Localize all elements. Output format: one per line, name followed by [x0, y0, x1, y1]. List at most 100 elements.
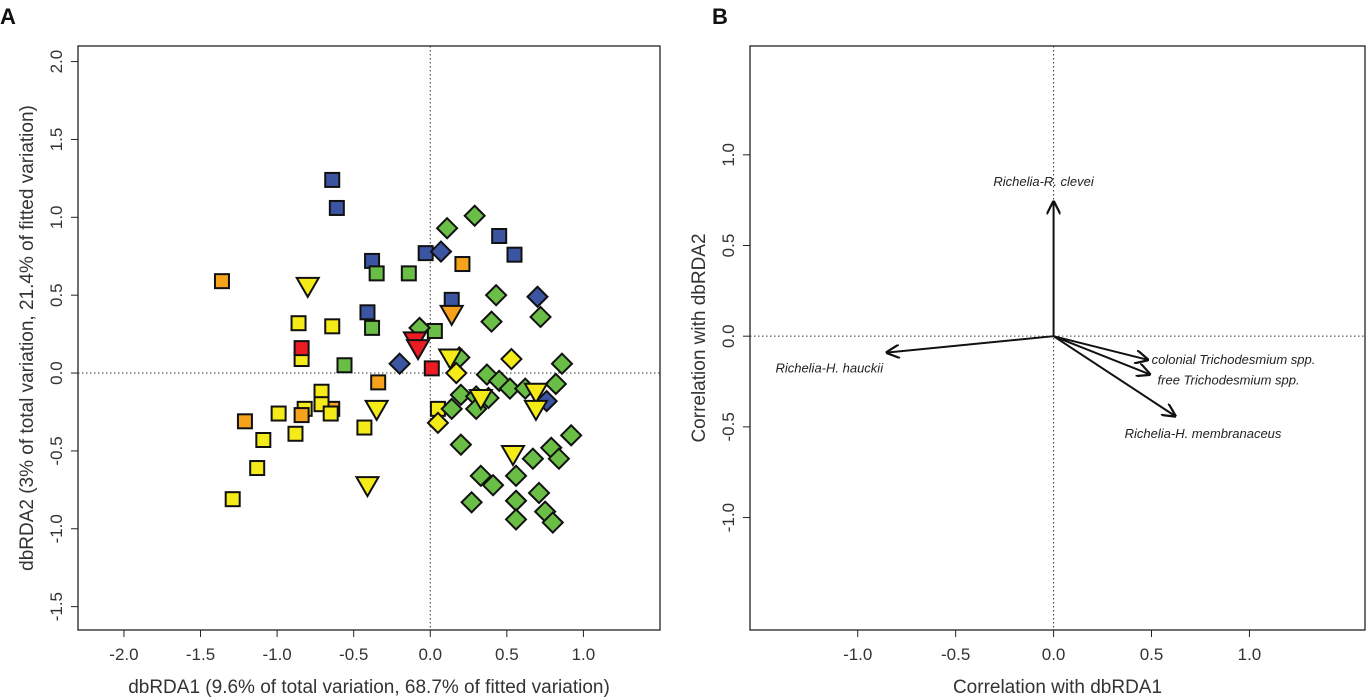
- point-diamond-green: [435, 216, 459, 240]
- point-diamond-green: [463, 204, 487, 228]
- y-tick-label: -0.5: [719, 412, 738, 441]
- x-tick-label: -1.0: [262, 645, 291, 664]
- point-diamond-green: [449, 433, 473, 457]
- point-triangle-yellow: [354, 476, 381, 499]
- point-square-green: [336, 357, 353, 374]
- y-tick-label: 0.0: [47, 361, 66, 385]
- point-square-orange: [293, 407, 310, 424]
- y-axis-label: Correlation with dbRDA2: [689, 233, 710, 442]
- point-diamond-green: [527, 481, 551, 505]
- point-square-yellow: [356, 419, 373, 436]
- y-tick-label: 1.0: [719, 143, 738, 167]
- panel-a: -2.0 -1.5 -1.0 -0.5 0.0 0.5 1.0 -1.5 -1.0 -0.5 0.0…: [17, 45, 661, 698]
- y-tick-label: 0.0: [719, 324, 738, 348]
- panel-b: -1.0 -0.5 0.0 0.5 1.0 -1.0 -0.5 0.0 0.5 1.0 Correl…: [689, 45, 1366, 698]
- panel-label-b: B: [712, 4, 728, 29]
- point-diamond-green: [469, 464, 493, 488]
- point-square-green: [364, 319, 381, 336]
- x-axis-label: Correlation with dbRDA1: [953, 677, 1162, 698]
- x-tick-label: 0.0: [1042, 645, 1066, 664]
- vector-label: free Trichodesmium spp.: [1158, 372, 1300, 387]
- point-diamond-yellow: [426, 411, 450, 435]
- y-tick-label: -1.0: [47, 514, 66, 543]
- point-diamond-green: [498, 377, 522, 401]
- point-diamond-green: [547, 447, 571, 471]
- point-square-yellow: [324, 318, 341, 335]
- point-diamond-green: [440, 397, 464, 421]
- point-diamond-blue: [429, 240, 453, 263]
- y-tick-label: 2.0: [47, 50, 66, 74]
- y-tick-label: 0.5: [719, 234, 738, 258]
- point-square-orange: [213, 273, 230, 290]
- point-square-yellow: [249, 460, 266, 477]
- point-diamond-green: [504, 508, 528, 531]
- point-diamond-green: [480, 310, 503, 334]
- point-square-blue: [443, 291, 460, 308]
- x-tick-label: 1.0: [572, 645, 596, 664]
- y-tick-label: -1.0: [719, 503, 738, 532]
- point-diamond-yellow: [500, 347, 523, 371]
- y-tick-label: 1.0: [47, 205, 66, 229]
- point-square-red: [423, 360, 440, 377]
- y-tick-label: -1.5: [47, 592, 66, 621]
- x-tick-label: 1.0: [1238, 645, 1262, 664]
- point-diamond-green: [544, 372, 568, 396]
- point-diamond-green: [550, 352, 574, 376]
- point-square-yellow: [255, 432, 272, 449]
- point-square-yellow: [287, 425, 304, 442]
- point-diamond-green: [481, 473, 505, 497]
- point-square-green: [426, 322, 443, 339]
- y-tick-label: -0.5: [47, 436, 66, 465]
- vector-arrow: [887, 335, 1054, 352]
- point-diamond-green: [559, 423, 583, 447]
- x-tick-label: -0.5: [941, 645, 970, 664]
- y-axis-label: dbRDA2 (3% of total variation, 21.4% of …: [17, 105, 38, 571]
- point-diamond-green: [521, 447, 545, 471]
- plot-frame: [77, 45, 661, 631]
- point-triangle-yellow: [523, 382, 549, 405]
- point-triangle-orange: [438, 304, 465, 327]
- x-tick-label: -1.5: [186, 645, 215, 664]
- panel-label-a: A: [0, 4, 16, 29]
- point-square-blue: [417, 245, 434, 262]
- point-square-blue: [491, 227, 508, 244]
- vector-arrow: [1053, 335, 1148, 360]
- x-tick-label: 0.5: [495, 645, 519, 664]
- point-diamond-green: [504, 489, 528, 513]
- x-tick-label: 0.0: [418, 645, 442, 664]
- point-diamond-green: [460, 490, 484, 514]
- point-square-orange: [236, 413, 253, 430]
- y-tick-label: 1.5: [47, 128, 66, 152]
- point-triangle-yellow: [437, 348, 463, 371]
- point-diamond-green: [529, 305, 552, 329]
- point-square-yellow: [224, 491, 241, 508]
- vector-label: Richelia-H. hauckii: [775, 361, 884, 376]
- point-square-blue: [506, 246, 523, 263]
- vector-arrow: [1053, 335, 1150, 374]
- point-square-green: [368, 265, 385, 282]
- x-tick-label: -2.0: [109, 645, 138, 664]
- vector-label: colonial Trichodesmium spp.: [1152, 352, 1316, 367]
- point-triangle-yellow: [500, 445, 526, 468]
- point-square-yellow: [270, 405, 287, 422]
- point-diamond-blue: [526, 285, 549, 309]
- point-square-yellow: [290, 315, 307, 332]
- point-square-blue: [324, 171, 341, 188]
- plot-frame: [749, 45, 1366, 631]
- point-diamond-blue: [388, 352, 412, 376]
- point-diamond-green: [541, 511, 565, 534]
- point-square-orange: [370, 374, 387, 391]
- x-axis-label: dbRDA1 (9.6% of total variation, 68.7% o…: [128, 677, 610, 698]
- vector-label: Richelia-H. membranaceus: [1125, 426, 1282, 441]
- y-tick-label: 0.5: [47, 283, 66, 307]
- point-diamond-green: [449, 383, 473, 407]
- point-square-blue: [359, 304, 376, 321]
- point-triangle-yellow: [468, 388, 494, 411]
- x-tick-label: 0.5: [1140, 645, 1164, 664]
- x-tick-label: -0.5: [339, 645, 368, 664]
- point-triangle-yellow: [363, 399, 390, 422]
- point-triangle-red: [405, 339, 431, 362]
- point-diamond-green: [504, 464, 528, 488]
- point-square-red: [293, 340, 310, 357]
